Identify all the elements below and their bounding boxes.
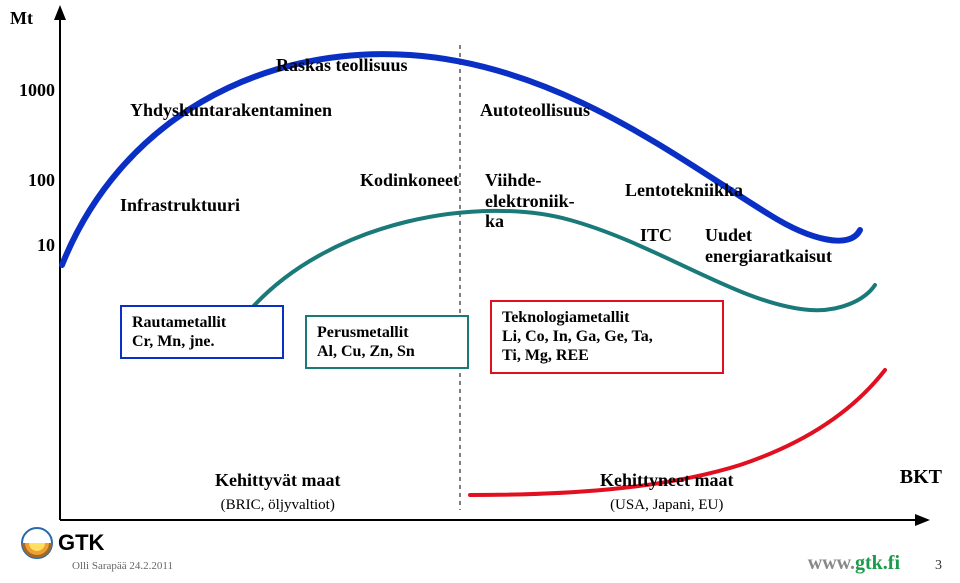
y-axis-label: Mt [10,8,33,29]
x-group: Kehittyneet maat(USA, Japani, EU) [600,470,733,514]
perusmetallit-box: PerusmetallitAl, Cu, Zn, Sn [305,315,469,369]
sector-label: Raskas teollisuus [276,55,408,76]
footer-author-date: Olli Sarapää 24.2.2011 [72,560,173,572]
y-tick: 100 [10,170,55,191]
x-axis-end-label: BKT [900,466,942,489]
svg-layer: GTK [0,0,960,583]
footer-url-prefix: www. [808,552,855,574]
logo-icon [22,528,52,558]
footer-url: www.gtk.fi [808,552,900,575]
rautametallit-box: RautametallitCr, Mn, jne. [120,305,284,359]
sector-label: Lentotekniikka [625,180,743,201]
sector-label: Autoteollisuus [480,100,590,121]
y-tick: 1000 [10,80,55,101]
sector-label: Yhdyskuntarakentaminen [130,100,332,121]
sector-label: Infrastruktuuri [120,195,240,216]
x-group: Kehittyvät maat(BRIC, öljyvaltiot) [215,470,340,514]
logo-text: GTK [58,530,105,555]
y-tick: 10 [10,235,55,256]
footer-url-domain: gtk.fi [855,552,900,574]
footer-page-number: 3 [935,558,942,574]
teknologiametallit-box: TeknologiametallitLi, Co, In, Ga, Ge, Ta… [490,300,724,374]
sector-label: ITC [640,225,672,246]
sector-label: Uudet energiaratkaisut [705,225,832,266]
sector-label: Viihde- elektroniik- ka [485,170,575,232]
sector-label: Kodinkoneet [360,170,459,191]
chart-canvas: GTK Mt 1000 100 10 Raskas teollisuus Yhdysk… [0,0,960,583]
